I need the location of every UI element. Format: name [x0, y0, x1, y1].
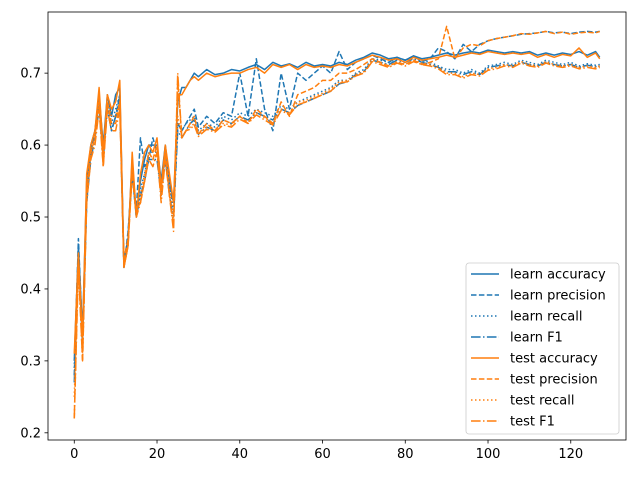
x-tick-label: 120: [558, 447, 583, 462]
x-tick-label: 100: [476, 447, 501, 462]
x-tick-label: 40: [231, 447, 248, 462]
legend-label: learn precision: [510, 289, 606, 304]
legend-label: test precision: [510, 373, 598, 388]
legend-label: learn accuracy: [510, 268, 606, 283]
x-tick-label: 0: [70, 447, 78, 462]
legend-label: test accuracy: [510, 352, 598, 367]
legend-label: learn F1: [510, 331, 563, 346]
y-tick-label: 0.5: [20, 211, 41, 226]
y-tick-label: 0.2: [20, 426, 41, 441]
series-line-test-accuracy: [73, 47, 601, 354]
axes-frame: [47, 11, 627, 441]
legend-label: test recall: [510, 394, 575, 409]
series-line-test-F1: [73, 60, 600, 419]
x-axis: 0 20 40 60 80 100 120: [70, 440, 583, 462]
y-tick-label: 0.6: [20, 139, 41, 154]
legend-label: test F1: [510, 415, 555, 430]
x-tick-label: 20: [149, 447, 166, 462]
series-line-learn-precision: [73, 30, 600, 376]
y-axis: 0.2 0.3 0.4 0.5 0.6 0.7: [20, 67, 48, 441]
y-tick-label: 0.3: [20, 354, 41, 369]
series-layer: [73, 25, 601, 419]
legend: learn accuracy learn precision learn recal…: [465, 262, 620, 435]
y-tick-label: 0.7: [20, 67, 41, 82]
x-tick-label: 60: [314, 447, 331, 462]
series-line-test-recall: [73, 59, 600, 397]
x-tick-label: 80: [397, 447, 414, 462]
y-tick-label: 0.4: [20, 282, 41, 297]
plot-area: [47, 11, 627, 441]
legend-label: learn recall: [510, 310, 582, 325]
legend-frame: [465, 262, 620, 435]
